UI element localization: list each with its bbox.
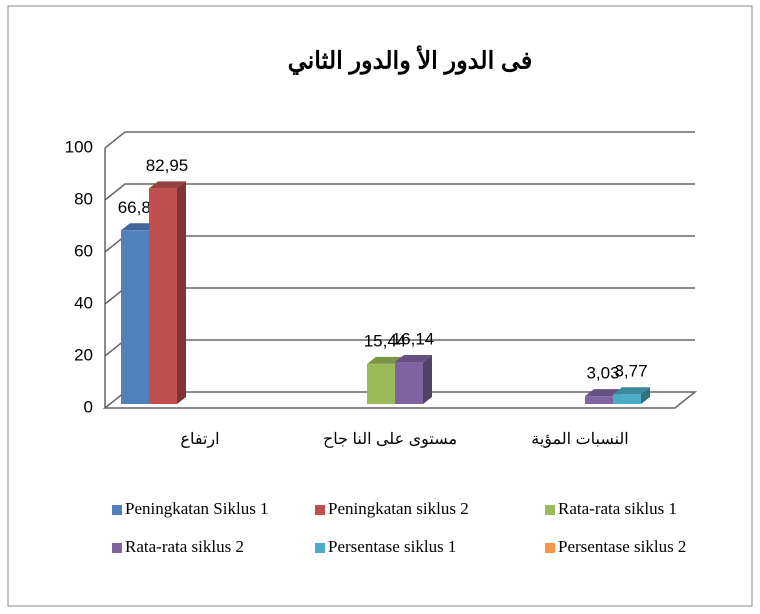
legend-swatch (112, 543, 122, 553)
value-label: 82,95 (146, 156, 189, 175)
legend-swatch (545, 543, 555, 553)
x-tick-label: ارتفاع (180, 431, 219, 448)
y-tick-label: 100 (65, 137, 93, 156)
legend-label: Persentase siklus 1 (328, 537, 456, 556)
bar-top (395, 355, 432, 363)
bar (367, 363, 395, 404)
bar (395, 362, 423, 404)
value-label: 16,14 (392, 330, 435, 349)
grid-line (104, 183, 695, 201)
legend-swatch (545, 505, 555, 515)
legend-swatch (315, 543, 325, 553)
legend-label: Rata-rata siklus 2 (125, 537, 244, 556)
value-label: 3,03 (586, 364, 619, 383)
bar-top (613, 387, 650, 395)
bar-side (177, 181, 186, 404)
value-label: 15,44 (364, 331, 407, 350)
grid-line (104, 131, 695, 149)
y-tick-label: 60 (74, 241, 93, 260)
legend-label: Peningkatan Siklus 1 (125, 499, 269, 518)
bar (585, 396, 613, 404)
legend-label: Peningkatan siklus 2 (328, 499, 469, 518)
bar-top (149, 181, 186, 189)
x-tick-label: مستوى على النا جاح (323, 431, 457, 448)
legend-label: Persentase siklus 2 (558, 537, 686, 556)
y-tick-label: 20 (74, 345, 93, 364)
chart-title: فى الدور الأ والدور الثاني (288, 43, 533, 75)
y-tick-label: 40 (74, 293, 93, 312)
bar (149, 188, 177, 404)
legend-label: Rata-rata siklus 1 (558, 499, 677, 518)
bar-side (641, 387, 650, 404)
bar-top (121, 223, 158, 231)
bar (121, 230, 149, 404)
bar-side (423, 355, 432, 404)
y-tick-label: 0 (84, 397, 93, 416)
y-tick-label: 80 (74, 189, 93, 208)
bar (613, 394, 641, 404)
legend-swatch (315, 505, 325, 515)
value-label: 3,77 (614, 362, 647, 381)
legend-swatch (112, 505, 122, 515)
bar-top (367, 356, 404, 364)
x-tick-label: النسبات المؤية (531, 431, 629, 448)
bar-top (585, 389, 622, 397)
